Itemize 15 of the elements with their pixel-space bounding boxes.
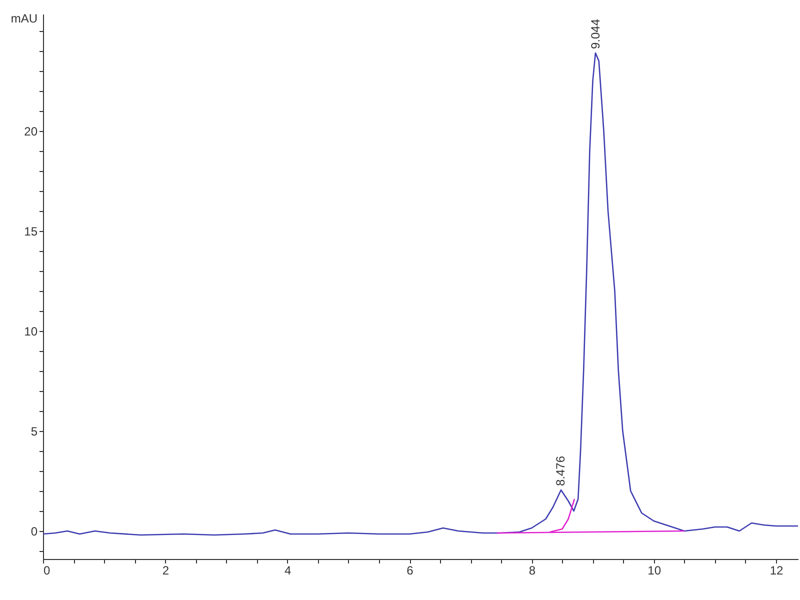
x-tick-label: 0 — [44, 564, 50, 578]
x-tick-label: 10 — [648, 564, 662, 578]
y-tick-label: 15 — [24, 224, 38, 238]
y-tick-label: 5 — [30, 424, 38, 438]
x-tick-label: 12 — [770, 564, 784, 578]
y-tick-label: 0 — [30, 524, 38, 538]
x-tick-label: 4 — [284, 564, 292, 578]
y-tick-label: 20 — [24, 124, 38, 138]
x-tick-label: 2 — [162, 564, 170, 578]
x-tick-label: 6 — [406, 564, 414, 578]
y-axis-title: mAU — [10, 12, 38, 26]
annotation: 9.044 — [588, 18, 602, 49]
annotation: 8.476 — [554, 456, 568, 486]
x-tick-label: 8 — [528, 564, 536, 578]
y-tick-label: 10 — [24, 324, 38, 338]
